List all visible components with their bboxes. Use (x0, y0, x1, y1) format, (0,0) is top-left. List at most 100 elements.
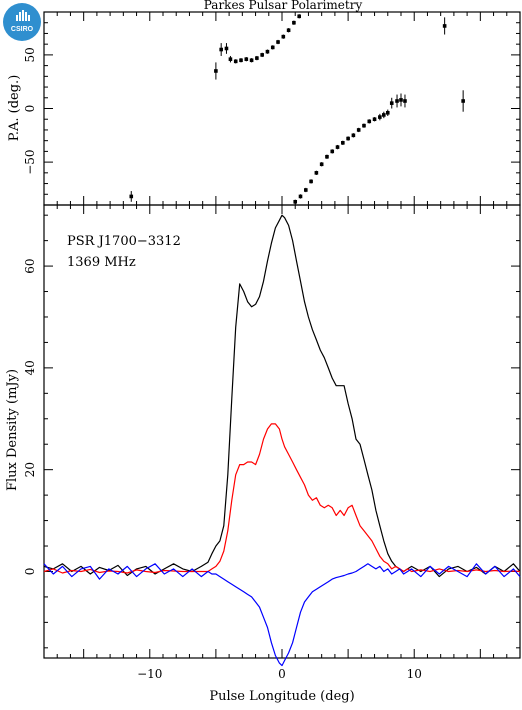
pa-marker (297, 14, 301, 19)
pa-point (281, 34, 286, 39)
pa-point (239, 58, 243, 63)
pa-point (372, 117, 377, 122)
pa-point (265, 49, 270, 54)
pa-point (442, 17, 447, 35)
pa-point (314, 170, 319, 175)
pa-point (389, 97, 394, 109)
pa-point (292, 20, 296, 25)
x-tick-labels: −10 0 10 (137, 667, 422, 681)
pa-point (219, 43, 223, 56)
pa-marker (378, 115, 382, 119)
pa-marker (395, 99, 399, 103)
pa-marker (367, 119, 372, 124)
pa-marker (293, 199, 298, 204)
x-axis-label: Pulse Longitude (deg) (209, 689, 354, 704)
flux-tick-label-40: 40 (23, 360, 37, 375)
pa-marker (129, 194, 134, 199)
pa-marker (325, 154, 329, 159)
pa-marker (382, 113, 386, 117)
pa-marker (356, 128, 361, 132)
pa-marker (244, 57, 249, 61)
flux-tick-label-20: 20 (23, 462, 37, 477)
pa-tick-label-50: 50 (23, 47, 37, 62)
flux-y-axis-label: Flux Density (mJy) (5, 369, 20, 491)
pa-point (362, 123, 366, 128)
pa-marker (233, 59, 238, 64)
x-tick-label-minus10: −10 (137, 667, 162, 681)
pa-point (224, 43, 229, 54)
pa-point (335, 144, 340, 150)
x-tick-label-0: 0 (278, 667, 286, 681)
csiro-logo-mark: CSIRO (11, 10, 34, 33)
pa-point (309, 179, 313, 184)
pa-point (351, 133, 356, 138)
pa-point (298, 194, 303, 199)
pa-marker (292, 20, 296, 25)
pa-marker (389, 101, 394, 105)
flux-axis-ticks (43, 205, 521, 658)
pa-marker (304, 188, 308, 192)
flux-tick-label-60: 60 (23, 258, 37, 273)
pa-marker (399, 98, 403, 102)
flux-series-lines (43, 214, 521, 667)
pa-tick-label-0: 0 (23, 105, 37, 113)
pa-marker (335, 145, 340, 149)
psr-name-annotation: PSR J1700−3312 (67, 234, 181, 249)
pa-marker (255, 56, 259, 60)
pa-marker (298, 194, 303, 199)
pa-marker (341, 141, 345, 145)
pa-points (129, 14, 465, 204)
flux-line-circular (43, 563, 521, 667)
pa-point (297, 14, 301, 19)
pa-point (385, 109, 390, 117)
pa-marker (351, 133, 356, 138)
pa-marker (362, 123, 366, 128)
flux-tick-label-0: 0 (23, 568, 37, 576)
pa-point (286, 28, 291, 33)
pa-y-tick-labels: 50 0 −50 (23, 47, 37, 175)
pa-point (270, 45, 275, 50)
pa-point (244, 57, 249, 62)
pa-marker (214, 69, 218, 73)
pa-marker (330, 149, 335, 154)
pa-point (399, 93, 403, 107)
pa-point (395, 94, 399, 108)
pa-marker (224, 46, 229, 51)
pa-point (249, 58, 254, 63)
pa-marker (270, 45, 275, 50)
pa-point (325, 154, 329, 159)
pa-point (228, 55, 233, 63)
pa-marker (403, 99, 407, 103)
flux-panel-frame (43, 204, 521, 659)
pa-marker (385, 110, 390, 115)
pa-point (260, 52, 264, 58)
frequency-annotation: 1369 MHz (67, 255, 136, 270)
pa-point (403, 94, 407, 108)
pa-point (382, 111, 386, 119)
pa-marker (346, 136, 350, 141)
pa-marker (319, 162, 324, 167)
pa-point (214, 62, 218, 80)
pa-marker (276, 40, 280, 44)
flux-y-tick-labels: 0 20 40 60 (23, 258, 37, 575)
pa-marker (239, 58, 243, 63)
pa-marker (461, 99, 465, 103)
pa-point (255, 55, 259, 61)
pa-marker (372, 117, 377, 122)
csiro-logo-text: CSIRO (11, 26, 34, 33)
pa-tick-label-minus50: −50 (23, 149, 37, 174)
pa-point (129, 191, 134, 202)
pa-point (233, 59, 238, 64)
pa-point (319, 162, 324, 167)
chart-title: Parkes Pulsar Polarimetry (204, 0, 363, 12)
pa-point (356, 127, 361, 133)
pa-marker (265, 49, 270, 54)
pa-point (304, 187, 308, 193)
pa-marker (442, 24, 447, 28)
pa-marker (309, 179, 313, 184)
pa-marker (219, 47, 223, 52)
pa-marker (228, 57, 233, 61)
pa-point (341, 140, 345, 145)
pa-marker (314, 171, 319, 175)
pa-point (461, 90, 465, 112)
